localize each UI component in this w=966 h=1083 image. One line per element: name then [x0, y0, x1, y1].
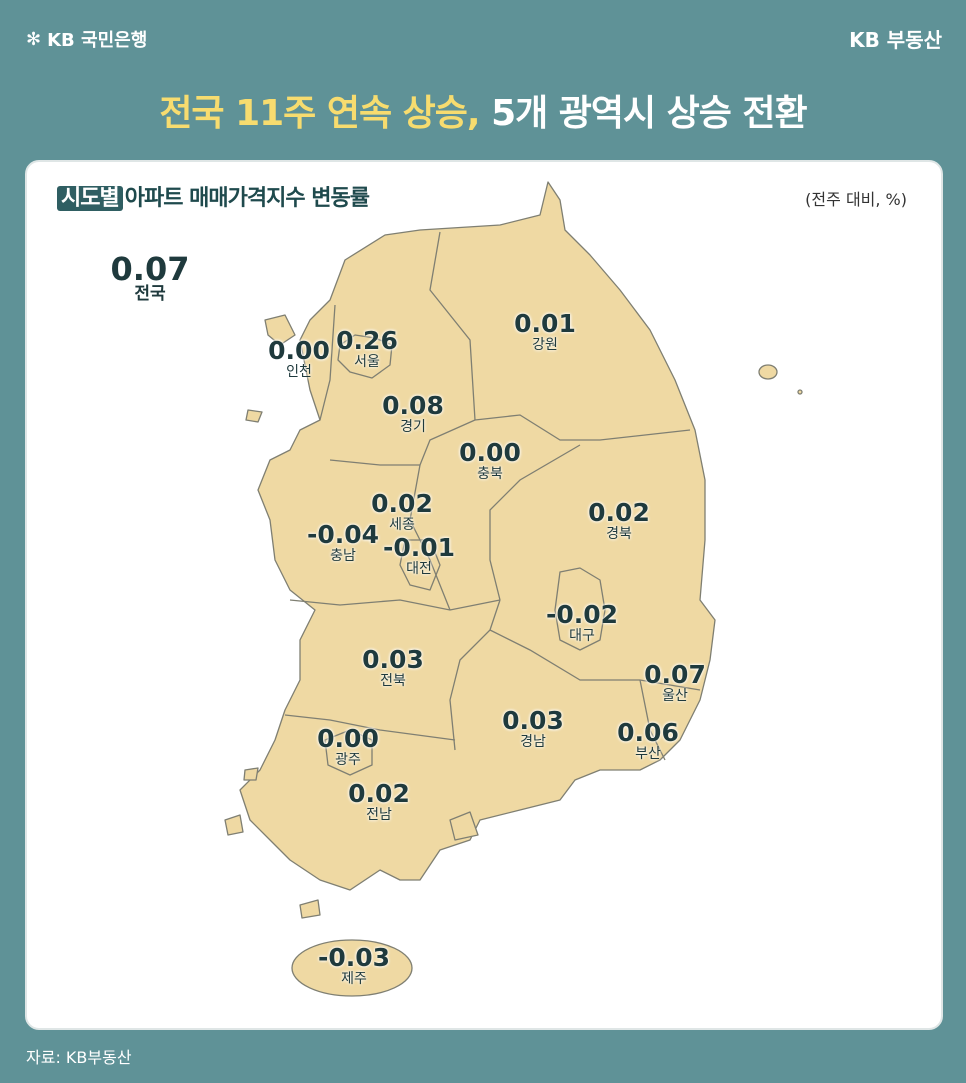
region-label-jeonbuk: 0.03 전북	[362, 645, 424, 690]
region-label-gyeongnam: 0.03 경남	[502, 706, 564, 751]
star-logo-icon: ✻	[26, 28, 42, 50]
region-label-jeju: -0.03 제주	[317, 943, 391, 988]
region-label-jeonnam: 0.02 전남	[348, 779, 410, 824]
daejeon-boundary	[399, 539, 441, 591]
headline-highlight: 전국 11주 연속 상승,	[159, 93, 480, 134]
region-label-gyeongbuk: 0.02 경북	[588, 498, 650, 543]
national-label: 0.07 전국	[110, 250, 190, 304]
region-label-gangwon: 0.01 강원	[514, 309, 576, 354]
region-label-chungnam: -0.04 충남	[306, 520, 380, 565]
ulleung-island	[758, 364, 778, 380]
region-label-gyeonggi: 0.08 경기	[382, 391, 444, 436]
region-label-seoul: 0.26 서울	[336, 326, 398, 371]
headline-rest: 5개 광역시 상승 전환	[479, 93, 808, 134]
region-label-gwangju: 0.00 광주	[317, 724, 379, 769]
region-label-chungbuk: 0.00 충북	[459, 438, 521, 483]
region-label-incheon: 0.00 인천	[268, 336, 330, 381]
region-label-ulsan: 0.07 울산	[644, 660, 706, 705]
gwangju-boundary	[324, 729, 373, 776]
daegu-boundary	[554, 567, 606, 651]
region-label-busan: 0.06 부산	[617, 718, 679, 763]
subtitle-tag: 시도별	[57, 186, 123, 211]
seoul-boundary	[337, 334, 393, 379]
unit-note: (전주 대비, %)	[805, 190, 907, 209]
card-subtitle: 시도별 아파트 매매가격지수 변동률	[57, 180, 370, 212]
region-label-sejong: 0.02 세종	[371, 489, 433, 534]
jeju-island	[291, 939, 413, 997]
kb-kookmin-logo: ✻ KB 국민은행	[26, 28, 148, 52]
kb-real-estate-brand: KB 부동산	[849, 28, 942, 52]
region-label-daegu: -0.02 대구	[545, 600, 619, 645]
headline: 전국 11주 연속 상승, 5개 광역시 상승 전환	[0, 84, 966, 136]
source-note: 자료: KB부동산	[26, 1048, 132, 1067]
region-label-daejeon: -0.01 대전	[382, 533, 456, 578]
